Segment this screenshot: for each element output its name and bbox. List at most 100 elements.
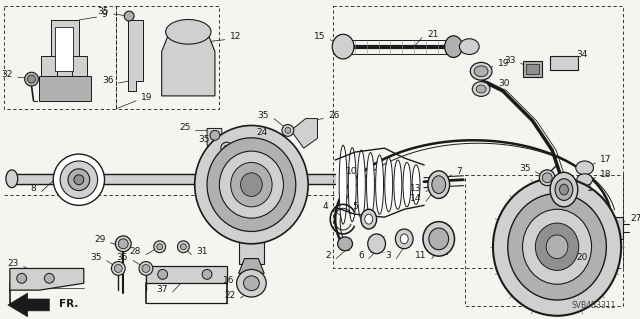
Ellipse shape <box>472 82 490 96</box>
Circle shape <box>124 11 134 21</box>
Ellipse shape <box>403 162 411 207</box>
Text: 10: 10 <box>346 167 358 176</box>
Ellipse shape <box>166 19 211 44</box>
Ellipse shape <box>365 214 372 224</box>
Text: 35: 35 <box>198 135 210 144</box>
Text: 35: 35 <box>258 111 269 120</box>
Ellipse shape <box>237 270 266 297</box>
Text: 18: 18 <box>600 170 612 179</box>
Ellipse shape <box>412 165 420 204</box>
Circle shape <box>28 75 35 83</box>
Text: 33: 33 <box>504 56 516 65</box>
Ellipse shape <box>550 172 578 207</box>
Ellipse shape <box>6 170 18 188</box>
Ellipse shape <box>432 176 445 194</box>
Ellipse shape <box>241 173 262 197</box>
Ellipse shape <box>445 36 463 57</box>
Ellipse shape <box>396 229 413 249</box>
Bar <box>550 56 578 70</box>
Circle shape <box>540 170 555 186</box>
Polygon shape <box>239 239 264 263</box>
Polygon shape <box>51 20 79 96</box>
Text: 19: 19 <box>498 59 509 68</box>
Ellipse shape <box>400 234 408 244</box>
Text: 14: 14 <box>410 194 421 203</box>
Ellipse shape <box>577 174 593 186</box>
Circle shape <box>157 244 163 250</box>
Text: 22: 22 <box>225 291 236 300</box>
Circle shape <box>139 262 153 275</box>
Circle shape <box>202 270 212 279</box>
Text: 5: 5 <box>352 202 358 211</box>
Ellipse shape <box>220 151 284 218</box>
Text: 26: 26 <box>328 111 340 120</box>
Text: 34: 34 <box>577 50 588 59</box>
Text: 35: 35 <box>90 253 102 262</box>
Ellipse shape <box>74 175 84 185</box>
Circle shape <box>210 130 220 140</box>
Bar <box>333 6 623 269</box>
Text: SVB4B3311: SVB4B3311 <box>572 301 616 310</box>
Circle shape <box>282 124 294 136</box>
Polygon shape <box>239 259 264 273</box>
Ellipse shape <box>555 179 573 200</box>
Circle shape <box>111 262 125 275</box>
Text: 16: 16 <box>223 276 235 285</box>
Ellipse shape <box>60 161 98 198</box>
Text: 3: 3 <box>386 251 392 260</box>
Ellipse shape <box>244 276 259 291</box>
Text: 20: 20 <box>577 253 588 262</box>
Ellipse shape <box>339 145 347 224</box>
Text: 7: 7 <box>456 167 462 176</box>
Polygon shape <box>291 119 317 148</box>
Ellipse shape <box>394 160 402 209</box>
Text: 37: 37 <box>156 285 168 294</box>
Ellipse shape <box>332 34 354 59</box>
Polygon shape <box>42 56 57 76</box>
Ellipse shape <box>368 234 385 254</box>
Bar <box>55 27 73 71</box>
Text: 24: 24 <box>257 128 268 137</box>
Circle shape <box>154 241 166 253</box>
Polygon shape <box>40 76 91 101</box>
Text: 1: 1 <box>587 184 593 193</box>
Circle shape <box>115 236 131 252</box>
Text: FR.: FR. <box>59 299 79 309</box>
Circle shape <box>177 241 189 253</box>
Polygon shape <box>609 217 623 239</box>
Text: 36: 36 <box>102 76 113 85</box>
Text: 4: 4 <box>323 202 328 211</box>
Circle shape <box>118 239 128 249</box>
Bar <box>4 6 116 109</box>
Text: 32: 32 <box>1 70 13 79</box>
Ellipse shape <box>361 209 376 229</box>
Text: 29: 29 <box>94 235 106 244</box>
Text: 35: 35 <box>97 7 108 16</box>
Ellipse shape <box>367 152 374 217</box>
Polygon shape <box>162 32 215 96</box>
Text: 27: 27 <box>630 214 640 223</box>
Circle shape <box>224 145 230 151</box>
Ellipse shape <box>429 228 449 250</box>
Ellipse shape <box>470 63 492 80</box>
Polygon shape <box>72 56 87 76</box>
Circle shape <box>44 273 54 283</box>
Bar <box>465 175 623 306</box>
Ellipse shape <box>348 148 356 222</box>
Ellipse shape <box>376 155 383 214</box>
Ellipse shape <box>522 209 591 284</box>
Circle shape <box>142 264 150 272</box>
Ellipse shape <box>428 171 449 198</box>
Ellipse shape <box>460 39 479 55</box>
Ellipse shape <box>357 150 365 219</box>
Text: 19: 19 <box>141 93 152 102</box>
Polygon shape <box>8 293 49 317</box>
Ellipse shape <box>68 169 90 190</box>
Ellipse shape <box>576 161 593 175</box>
Ellipse shape <box>423 222 454 256</box>
Text: 13: 13 <box>410 184 421 193</box>
Ellipse shape <box>546 235 568 259</box>
Text: 35: 35 <box>116 253 128 262</box>
Polygon shape <box>10 269 84 290</box>
Ellipse shape <box>476 85 486 93</box>
